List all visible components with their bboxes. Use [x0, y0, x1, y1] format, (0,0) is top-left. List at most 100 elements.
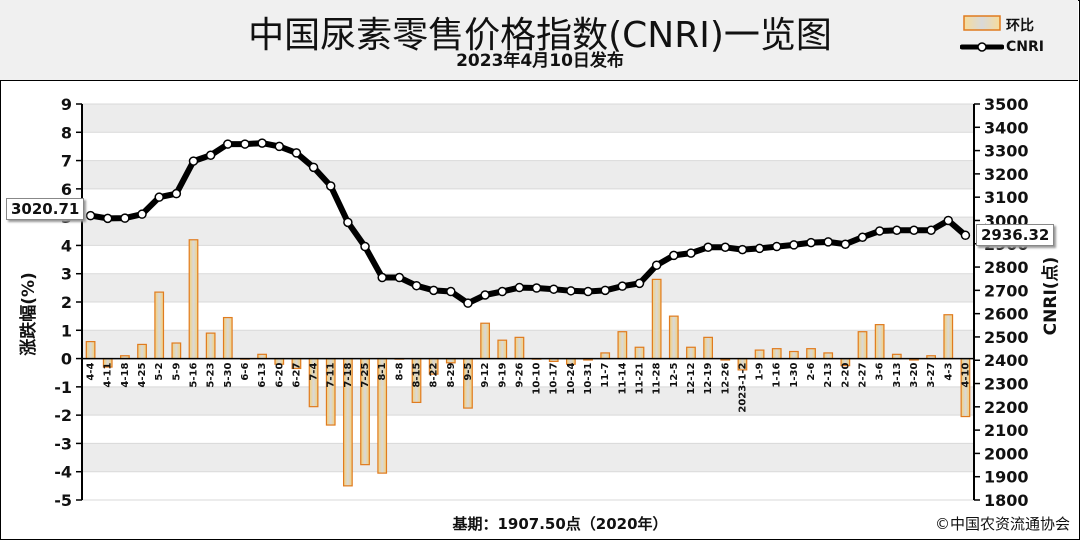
x-category-label: 12-26 [720, 363, 731, 395]
cnri-point [840, 239, 851, 249]
y-axis-title: 涨跌幅(%) [18, 272, 39, 356]
cnri-point [857, 232, 868, 242]
cnri-point [514, 282, 525, 293]
cnri-point [308, 162, 319, 173]
cnri-point [874, 226, 885, 236]
cnri-point [789, 240, 799, 250]
cnri-point [154, 192, 164, 202]
y-tick-label: 3 [61, 265, 72, 284]
cnri-point [823, 237, 833, 247]
x-category-label: 1-16 [772, 363, 783, 388]
x-category-label: 2-27 [858, 363, 869, 388]
cnri-point [771, 241, 782, 252]
cnri-point [171, 188, 182, 199]
grid-band [82, 443, 974, 472]
cnri-point [651, 260, 662, 270]
bar [634, 346, 645, 360]
cnri-point [223, 139, 233, 149]
cnri-point [343, 217, 353, 228]
x-category-label: 11-7 [600, 363, 611, 388]
x-category-label: 10-24 [566, 363, 577, 395]
y-tick-label: 0 [61, 350, 72, 369]
x-category-label: 12-19 [703, 363, 714, 395]
cnri-point [463, 298, 473, 308]
cnri-point [600, 285, 610, 296]
bar [668, 315, 679, 360]
x-category-label: 9-19 [497, 363, 508, 388]
x-category-label: 4-11 [103, 363, 114, 388]
grid-band [82, 160, 974, 189]
cnri-point [943, 215, 954, 226]
x-category-label: 12-12 [686, 363, 697, 395]
bar [823, 352, 834, 360]
bar [497, 339, 508, 360]
x-category-label: 6-20 [274, 363, 285, 388]
bar [754, 349, 765, 360]
cnri-point [909, 225, 919, 236]
chart-title: 中国尿素零售价格指数(CNRI)一览图 [248, 15, 832, 56]
cnri-point [720, 242, 731, 253]
y-tick-label: -1 [54, 378, 72, 397]
y-tick-label: 6 [61, 180, 72, 199]
y-tick-label: 8 [61, 123, 72, 142]
y2-tick-label: 2300 [984, 375, 1029, 394]
cnri-point [634, 278, 645, 289]
x-category-label: 2-20 [840, 363, 851, 388]
x-category-label: 4-25 [137, 363, 148, 388]
cnri-point [102, 213, 113, 224]
y2-tick-label: 3300 [984, 142, 1029, 161]
legend-item-bar: 环比 [960, 14, 1070, 34]
cnri-point [583, 286, 593, 297]
cnri-point [377, 272, 387, 283]
x-category-label: 2-13 [823, 363, 834, 388]
x-category-label: 9-12 [480, 363, 491, 388]
x-category-label: 6-13 [257, 363, 268, 388]
chart-subtitle: 2023年4月10日发布 [456, 51, 624, 71]
y2-tick-label: 2600 [984, 305, 1029, 324]
x-category-label: 2-6 [806, 363, 817, 381]
x-category-label: 3-27 [926, 363, 937, 388]
x-category-label: 5-23 [206, 363, 217, 388]
cnri-point [960, 230, 971, 241]
y-tick-label: 9 [61, 95, 72, 114]
y2-tick-label: 2000 [984, 444, 1029, 463]
y-tick-label: 2 [61, 293, 72, 312]
bar [514, 336, 525, 360]
cnri-point [240, 139, 250, 149]
cnri-point [188, 156, 199, 166]
x-category-label: 11-28 [652, 363, 663, 395]
y2-tick-label: 2400 [984, 351, 1029, 370]
y-tick-label: -4 [54, 463, 72, 482]
cnri-point [274, 141, 285, 152]
legend-item-line: CNRI [960, 38, 1070, 58]
x-category-label: 7-4 [309, 363, 320, 381]
cnri-point [754, 243, 765, 254]
cnri-point [548, 284, 559, 294]
cnri-point [497, 286, 508, 297]
legend-line-label: CNRI [1006, 39, 1044, 55]
grid-band [82, 386, 974, 416]
x-category-label: 8-29 [446, 363, 457, 388]
x-category-label: 11-21 [635, 363, 646, 395]
cnri-point [892, 225, 902, 236]
bar [788, 350, 799, 360]
footer-copyright: ©中国农资流通协会 [934, 515, 1070, 533]
x-category-label: 9-5 [463, 363, 474, 381]
legend-bar-swatch [963, 15, 1001, 31]
cnri-point [120, 213, 130, 223]
bar [171, 342, 182, 360]
x-category-label: 5-9 [171, 363, 182, 381]
x-category-label: 1-9 [755, 363, 766, 381]
y2-tick-label: 3100 [984, 188, 1029, 207]
x-category-label: 8-22 [429, 363, 440, 388]
x-category-label: 6-27 [291, 363, 302, 388]
cnri-point [257, 138, 267, 148]
bar [617, 331, 628, 360]
x-category-label: 3-13 [892, 363, 903, 388]
y2-tick-label: 1900 [984, 468, 1029, 487]
y-tick-label: -5 [54, 491, 72, 510]
chart-plot: 9876543210-1-2-3-4-5 3500340033003200310… [18, 95, 1061, 510]
y-tick-label: -2 [54, 406, 72, 425]
cnri-point [137, 209, 147, 219]
x-category-label: 4-4 [86, 363, 97, 381]
